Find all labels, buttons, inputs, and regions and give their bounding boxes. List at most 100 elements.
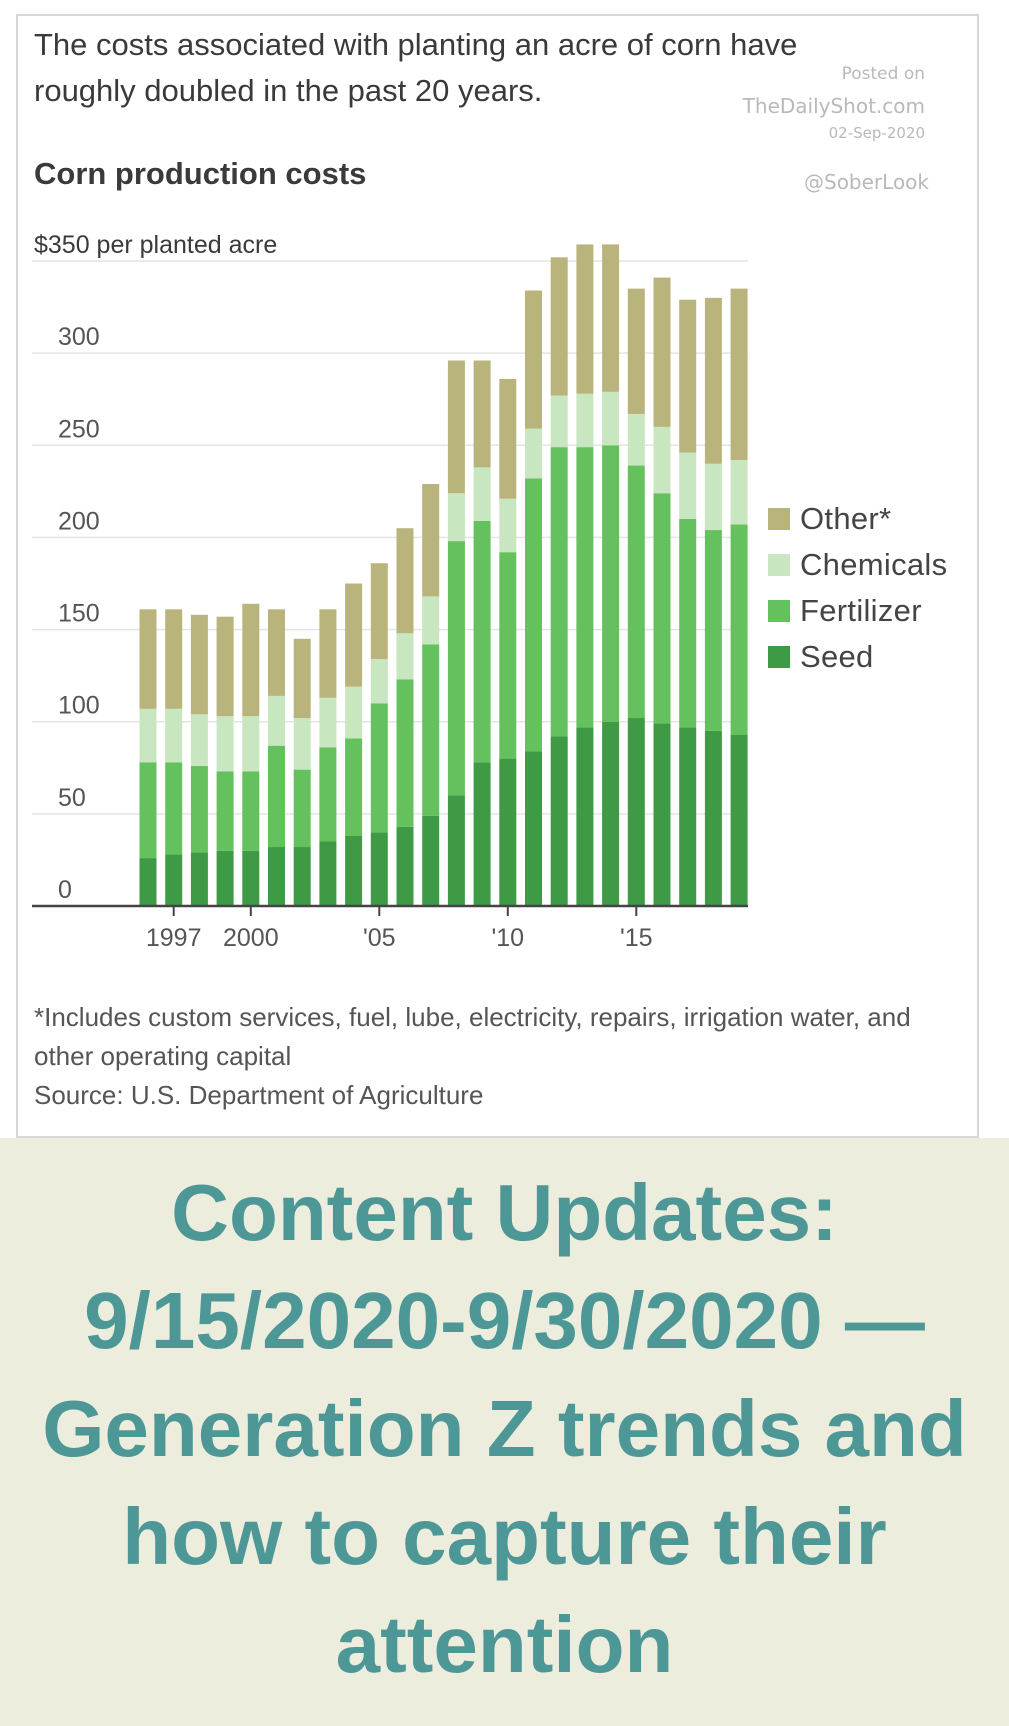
bar-segment-fertilizer xyxy=(370,703,388,833)
legend-label: Chemicals xyxy=(800,547,948,582)
chart-card: The costs associated with planting an ac… xyxy=(16,14,979,1138)
bar-segment-chemicals xyxy=(653,426,671,494)
bar-segment-fertilizer xyxy=(190,765,208,853)
legend-swatch xyxy=(768,508,790,530)
bar-segment-other xyxy=(216,616,234,717)
y-tick-label: 50 xyxy=(58,784,86,812)
banner-text: Content Updates: 9/15/2020-9/30/2020 — G… xyxy=(42,1168,967,1689)
bar-segment-seed xyxy=(550,736,568,906)
bar-segment-seed xyxy=(370,832,388,906)
bar-segment-fertilizer xyxy=(525,478,542,752)
bar-segment-fertilizer xyxy=(653,493,671,724)
bar-segment-chemicals xyxy=(499,498,517,553)
bar-segment-other xyxy=(576,244,594,394)
bar-segment-other xyxy=(293,638,311,719)
x-tick-label: 1997 xyxy=(146,924,202,952)
watermark-handle: @SoberLook xyxy=(804,170,929,194)
bar-segment-fertilizer xyxy=(704,530,722,731)
bar-segment-chemicals xyxy=(190,714,208,766)
bar-segment-seed xyxy=(165,854,183,906)
x-tick-label: '10 xyxy=(492,924,525,952)
corn-cost-chart: 0 50 100 150 200 250 300 $350 per planted acre 1… xyxy=(32,231,748,952)
y-tick-label: 200 xyxy=(58,507,100,535)
legend-swatch xyxy=(768,646,790,668)
bar-segment-fertilizer xyxy=(447,541,465,796)
bar-segment-chemicals xyxy=(447,493,465,542)
bar-segment-other xyxy=(447,360,465,494)
bar-segment-fertilizer xyxy=(730,524,748,735)
legend-label: Seed xyxy=(800,639,874,674)
legend-item-seed: Seed xyxy=(768,634,947,680)
bar-segment-other xyxy=(139,609,157,709)
y-axis-label: $350 per planted acre xyxy=(34,231,277,259)
x-tick-label: '05 xyxy=(363,924,396,952)
bar-stacks xyxy=(139,244,748,906)
bar-segment-other xyxy=(242,603,260,717)
legend-label: Other* xyxy=(800,501,892,536)
bar-segment-seed xyxy=(447,795,465,906)
bar-segment-chemicals xyxy=(268,695,285,746)
bar-segment-seed xyxy=(319,841,337,906)
bar-segment-chemicals xyxy=(525,428,542,479)
bar-segment-fertilizer xyxy=(576,447,594,728)
bar-segment-other xyxy=(422,483,440,597)
bar-segment-chemicals xyxy=(216,716,234,772)
bar-segment-seed xyxy=(293,847,311,906)
bar-segment-other xyxy=(550,257,568,396)
bar-segment-seed xyxy=(525,751,542,906)
bar-segment-chemicals xyxy=(293,718,311,770)
bar-segment-fertilizer xyxy=(499,552,517,759)
bar-segment-fertilizer xyxy=(139,762,157,859)
watermark-posted-on: Posted on xyxy=(841,64,925,84)
y-tick-label: 300 xyxy=(58,323,100,351)
y-tick-label: 250 xyxy=(58,415,100,443)
bar-segment-other xyxy=(499,378,517,499)
bar-segment-fertilizer xyxy=(396,679,414,827)
bar-segment-other xyxy=(653,277,671,427)
bar-segment-chemicals xyxy=(319,697,337,748)
legend-swatch xyxy=(768,600,790,622)
footnote-source: Source: U.S. Department of Agriculture xyxy=(34,1080,484,1110)
legend-label: Fertilizer xyxy=(800,593,922,628)
bar-segment-chemicals xyxy=(679,452,697,519)
watermark-site: TheDailyShot.com xyxy=(742,94,925,118)
bar-segment-other xyxy=(396,528,414,634)
bar-segment-seed xyxy=(704,730,722,906)
legend-swatch xyxy=(768,554,790,576)
y-tick-label: 100 xyxy=(58,692,100,720)
bar-segment-seed xyxy=(242,850,260,906)
bar-segment-chemicals xyxy=(730,460,748,525)
bar-segment-other xyxy=(370,563,388,660)
bar-segment-other xyxy=(190,614,208,715)
legend-item-other: Other* xyxy=(768,496,947,542)
bar-segment-other xyxy=(730,288,748,461)
chart-legend: Other* Chemicals Fertilizer Seed xyxy=(768,496,947,680)
bar-segment-other xyxy=(345,583,363,687)
bar-segment-chemicals xyxy=(165,708,183,763)
bar-segment-fertilizer xyxy=(319,747,337,842)
bar-segment-chemicals xyxy=(242,716,260,772)
bar-segment-seed xyxy=(396,826,414,906)
bar-segment-chemicals xyxy=(396,633,414,680)
bar-segment-fertilizer xyxy=(216,771,234,851)
bar-segment-chemicals xyxy=(473,467,491,521)
bar-segment-other xyxy=(165,609,183,709)
legend-item-fertilizer: Fertilizer xyxy=(768,588,947,634)
bar-segment-fertilizer xyxy=(602,445,620,722)
bar-segment-fertilizer xyxy=(679,519,697,728)
y-tick-label: 0 xyxy=(58,876,72,904)
chart-headline: The costs associated with planting an ac… xyxy=(34,27,798,108)
chart-footnote: *Includes custom services, fuel, lube, e… xyxy=(34,998,964,1115)
bar-segment-seed xyxy=(422,815,440,906)
bar-segment-other xyxy=(319,609,337,698)
bar-segment-seed xyxy=(268,847,285,906)
bar-segment-fertilizer xyxy=(550,447,568,737)
bar-segment-seed xyxy=(627,718,645,906)
content-updates-banner: Content Updates: 9/15/2020-9/30/2020 — G… xyxy=(0,1138,1009,1726)
bar-segment-other xyxy=(627,288,645,414)
bar-segment-seed xyxy=(190,852,208,906)
bar-segment-other xyxy=(704,297,722,464)
bar-segment-chemicals xyxy=(370,659,388,704)
footnote-note: *Includes custom services, fuel, lube, e… xyxy=(34,1002,911,1071)
chart-title: Corn production costs xyxy=(34,156,367,191)
